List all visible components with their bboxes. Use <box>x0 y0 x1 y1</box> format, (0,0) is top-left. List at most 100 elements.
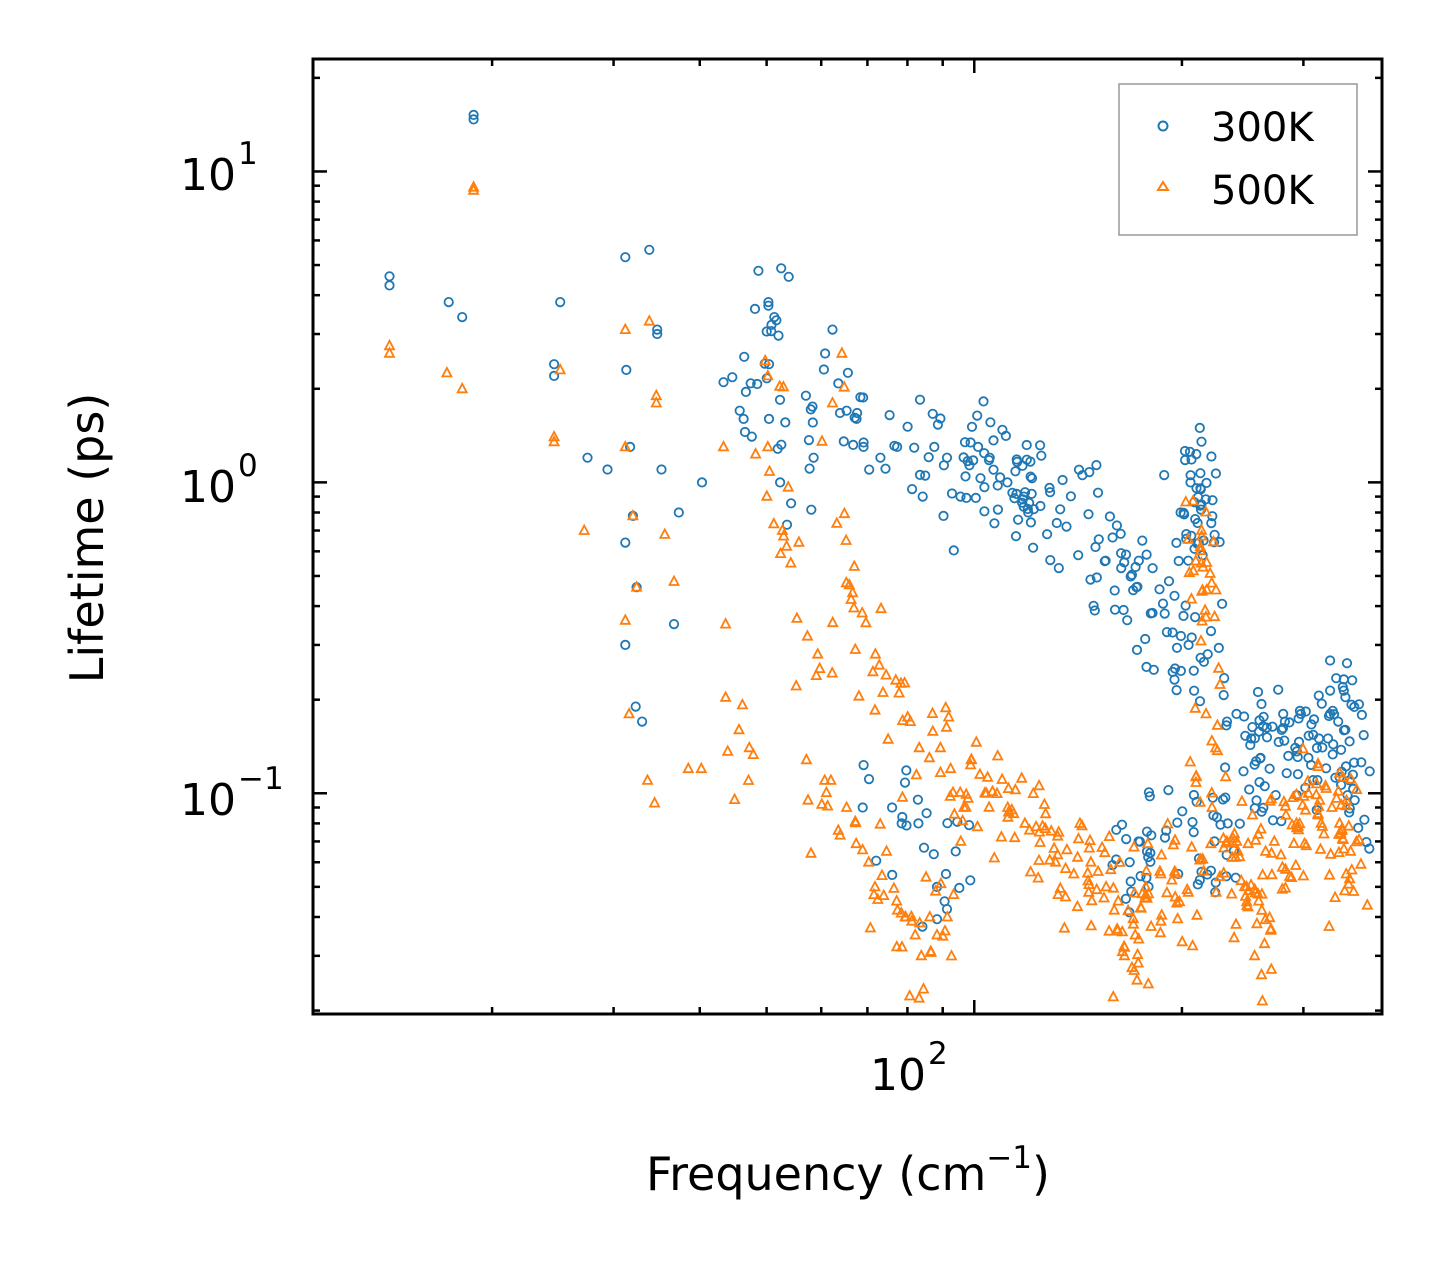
data-point-500K <box>1250 916 1263 929</box>
data-point-500K <box>947 785 959 797</box>
data-point-300K <box>938 460 950 471</box>
data-point-500K <box>761 368 774 381</box>
data-point-500K <box>926 706 939 718</box>
data-point-500K <box>1207 534 1220 547</box>
data-point-300K <box>858 437 869 448</box>
data-point-500K <box>1185 592 1198 604</box>
data-point-500K <box>940 720 953 732</box>
data-point-300K <box>1167 627 1178 638</box>
data-point-300K <box>1244 784 1255 795</box>
data-point-300K <box>886 802 898 813</box>
data-point-500K <box>1108 903 1121 915</box>
data-point-500K <box>1344 844 1357 856</box>
data-point-500K <box>1194 543 1207 555</box>
data-point-300K <box>1218 689 1229 701</box>
data-point-300K <box>773 330 784 341</box>
data-point-300K <box>1188 665 1199 676</box>
data-point-300K <box>864 464 875 475</box>
data-point-500K <box>1210 583 1222 595</box>
data-point-300K <box>548 370 560 381</box>
data-point-500K <box>1297 869 1310 881</box>
data-point-500K <box>1160 885 1173 898</box>
data-point-300K <box>1267 721 1278 732</box>
data-point-300K <box>766 319 777 330</box>
data-point-500K <box>995 830 1008 842</box>
data-point-300K <box>1126 569 1138 581</box>
data-point-500K <box>869 647 882 659</box>
data-point-300K <box>1131 644 1143 656</box>
data-point-300K <box>1159 608 1170 619</box>
data-point-300K <box>891 441 903 452</box>
data-point-300K <box>913 818 924 829</box>
data-point-300K <box>1175 665 1187 677</box>
data-point-500K <box>942 710 955 722</box>
data-point-300K <box>1002 477 1013 488</box>
data-point-500K <box>973 767 986 779</box>
data-point-300K <box>1246 733 1257 744</box>
data-point-500K <box>948 807 961 819</box>
data-point-500K <box>1196 614 1209 626</box>
data-point-500K <box>811 647 824 659</box>
data-point-300K <box>806 504 817 515</box>
data-point-300K <box>1337 681 1348 693</box>
data-point-300K <box>833 378 844 389</box>
data-point-500K <box>1265 791 1278 804</box>
data-point-500K <box>962 791 974 803</box>
data-point-500K <box>1256 994 1269 1006</box>
data-point-500K <box>1285 870 1298 882</box>
data-point-300K <box>1234 818 1245 829</box>
data-point-500K <box>1235 794 1248 806</box>
data-point-300K <box>774 394 786 405</box>
data-point-500K <box>548 434 561 447</box>
data-point-500K <box>1185 840 1198 852</box>
data-point-300K <box>858 759 869 771</box>
data-point-300K <box>946 488 958 499</box>
y-tick-label-10: 10 1 <box>180 136 258 201</box>
data-point-500K <box>1085 893 1098 906</box>
data-point-500K <box>1225 887 1238 899</box>
data-point-500K <box>1249 833 1262 845</box>
data-point-500K <box>849 642 862 654</box>
data-point-500K <box>813 661 826 673</box>
data-point-500K <box>1033 853 1045 865</box>
data-point-500K <box>1242 836 1255 849</box>
data-point-500K <box>1206 800 1218 812</box>
data-point-500K <box>1279 881 1292 893</box>
data-point-500K <box>1212 661 1225 673</box>
data-point-500K <box>467 183 480 195</box>
data-point-300K <box>1300 706 1311 717</box>
data-point-500K <box>882 732 895 744</box>
data-point-300K <box>842 367 854 378</box>
data-point-500K <box>1051 847 1064 860</box>
data-point-500K <box>832 823 845 835</box>
data-point-500K <box>1320 781 1333 793</box>
data-point-300K <box>718 377 729 388</box>
data-point-500K <box>866 664 879 677</box>
data-point-500K <box>1283 869 1296 881</box>
data-point-300K <box>776 263 787 274</box>
data-point-300K <box>1125 876 1136 887</box>
data-point-500K <box>1018 816 1031 828</box>
data-point-500K <box>1332 784 1345 796</box>
data-point-300K <box>961 492 972 503</box>
data-point-500K <box>658 527 671 539</box>
data-point-300K <box>848 439 859 450</box>
data-point-300K <box>1251 756 1262 767</box>
data-point-500K <box>1199 610 1212 622</box>
data-point-500K <box>1104 862 1117 875</box>
data-point-300K <box>1207 792 1218 803</box>
data-point-300K <box>1061 521 1072 532</box>
data-point-500K <box>869 879 881 892</box>
data-point-300K <box>897 811 908 823</box>
data-point-300K <box>838 436 849 447</box>
data-point-300K <box>1057 474 1068 486</box>
svg-text:10: 10 <box>870 1050 926 1101</box>
data-point-500K <box>1238 879 1251 891</box>
data-point-300K <box>938 510 949 522</box>
data-point-500K <box>913 740 926 753</box>
data-point-500K <box>1200 555 1213 567</box>
data-point-300K <box>1322 733 1334 744</box>
data-point-500K <box>890 894 903 906</box>
data-point-300K <box>1194 696 1206 707</box>
data-point-500K <box>895 906 908 918</box>
